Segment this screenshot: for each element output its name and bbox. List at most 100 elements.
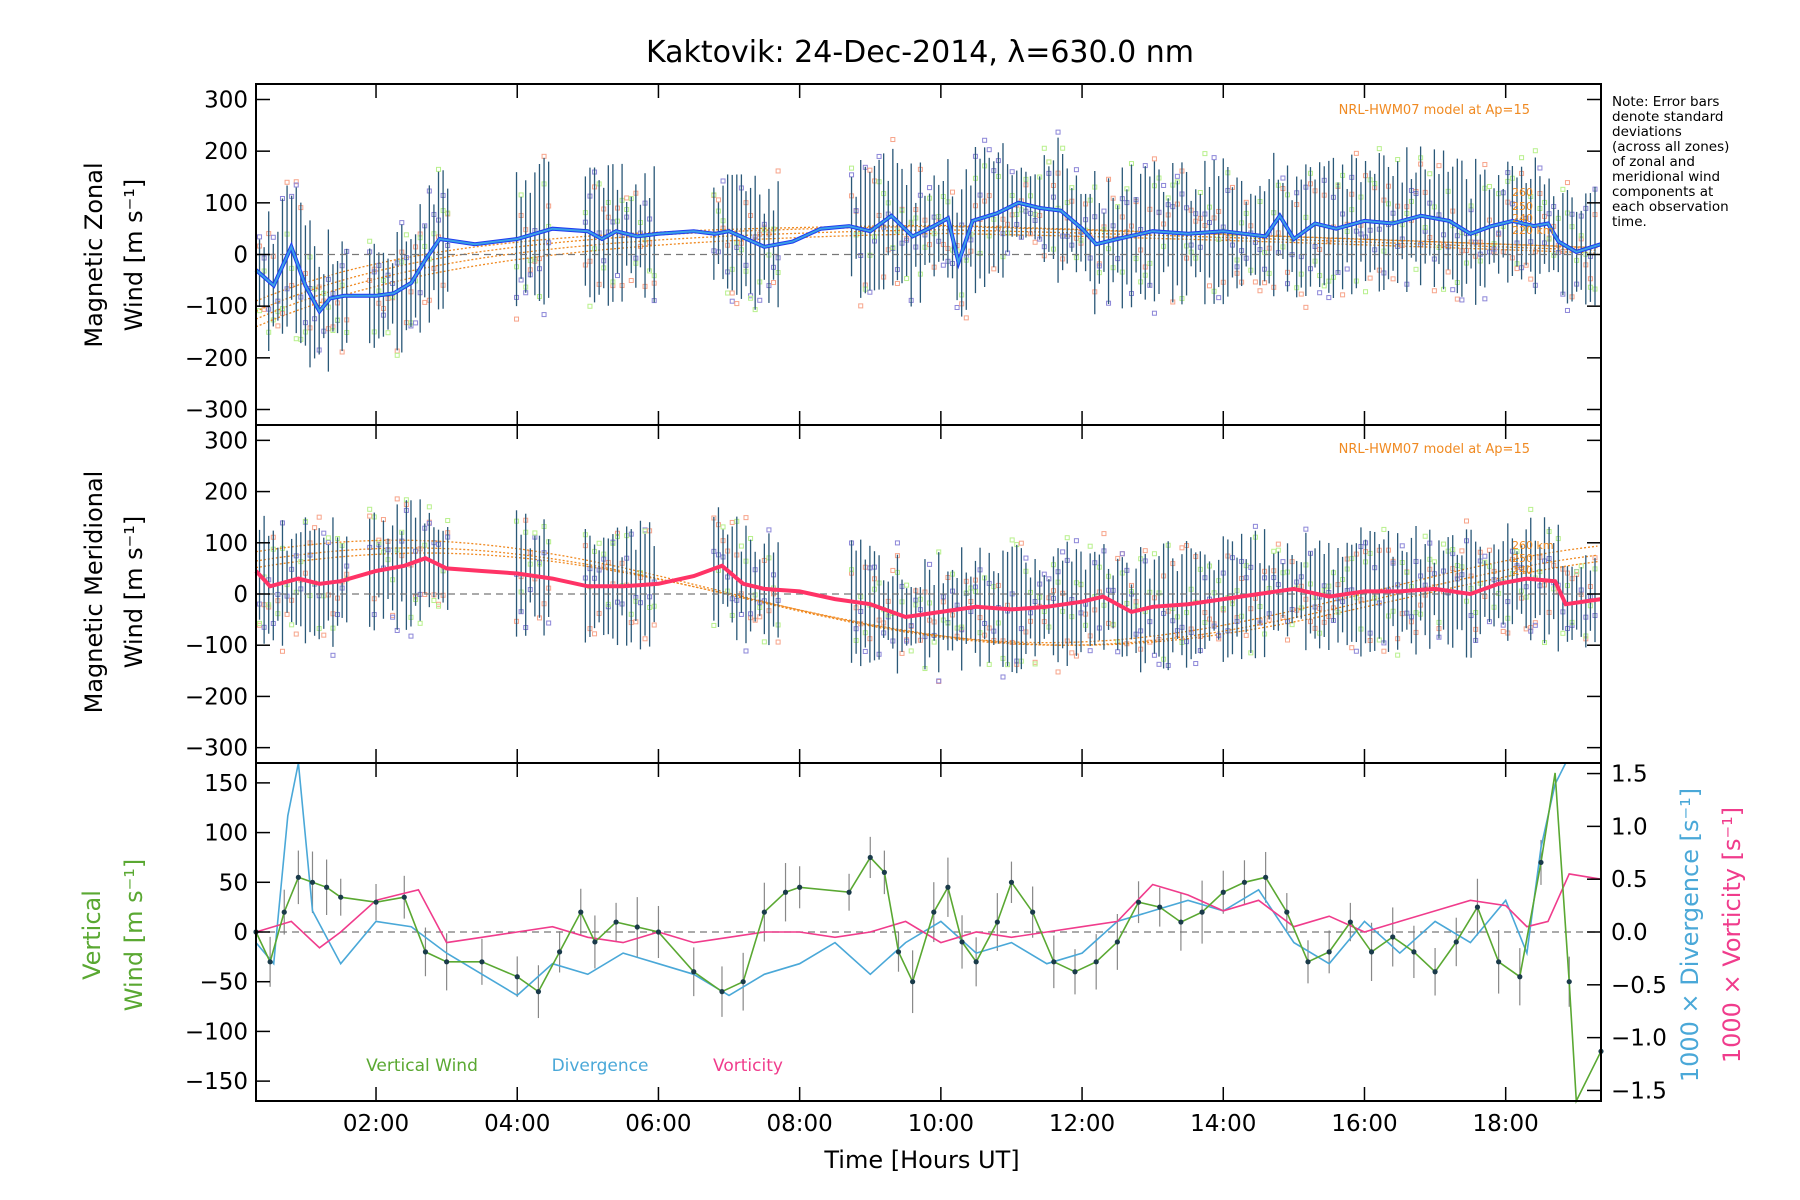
zone-point xyxy=(940,262,946,268)
zone-point xyxy=(1441,541,1447,547)
x-axis-label: Time [Hours UT] xyxy=(823,1146,1019,1174)
zone-point xyxy=(385,330,391,336)
meridional-ylabel-line1: Magnetic Meridional xyxy=(80,471,108,714)
zone-point xyxy=(1303,304,1309,310)
vertical-wind-point xyxy=(1390,934,1396,940)
model-curve xyxy=(255,552,1598,646)
y-tick-label: 100 xyxy=(204,821,248,847)
zone-point xyxy=(408,633,414,639)
zone-point xyxy=(1119,551,1125,557)
zone-point xyxy=(1459,297,1465,303)
zone-point xyxy=(284,611,290,617)
zone-point xyxy=(1087,648,1093,654)
y-tick-label: 100 xyxy=(204,531,248,557)
zone-point xyxy=(1032,661,1038,667)
zone-point xyxy=(1482,553,1488,559)
zone-point xyxy=(413,320,419,326)
zone-point xyxy=(738,611,744,617)
zone-point xyxy=(1243,632,1249,638)
zone-point xyxy=(1174,173,1180,179)
vertical-panel: Vertical Wind [m s⁻¹] 1000 × Divergence … xyxy=(78,762,1746,1105)
zone-point xyxy=(1564,180,1570,186)
zone-point xyxy=(1018,540,1024,546)
zone-point xyxy=(1073,538,1079,544)
vertical-wind-line xyxy=(255,772,1602,1105)
vertical-wind-point xyxy=(267,959,273,965)
vertical-wind-point xyxy=(719,989,725,995)
note-line: (across all zones) xyxy=(1612,139,1729,155)
vertical-wind-point xyxy=(1093,959,1099,965)
zone-point xyxy=(1087,543,1093,549)
vertical-wind-point xyxy=(1241,879,1248,885)
model-altitude-label: 260 km xyxy=(1512,539,1554,552)
vertical-wind-point xyxy=(1008,879,1015,885)
zone-point xyxy=(1399,543,1405,549)
zone-point xyxy=(1427,171,1433,177)
model-curve xyxy=(255,547,1598,646)
zone-point xyxy=(1151,551,1157,557)
zone-point xyxy=(894,540,900,546)
zone-point xyxy=(771,280,777,286)
zonal-ylabel-line2: Wind [m s⁻¹] xyxy=(120,179,148,331)
vertical-ylabel-line1: Vertical xyxy=(78,890,106,980)
zone-point xyxy=(1340,292,1346,298)
vertical-wind-point xyxy=(1517,974,1523,980)
x-tick-label: 10:00 xyxy=(908,1111,974,1137)
zone-point xyxy=(1000,674,1006,680)
zone-point xyxy=(325,540,331,546)
zone-point xyxy=(904,582,910,588)
zone-point xyxy=(279,648,285,654)
x-tick-label: 02:00 xyxy=(343,1111,409,1137)
zone-point xyxy=(1202,151,1208,157)
divergence-ylabel: 1000 × Divergence [s⁻¹] xyxy=(1676,788,1704,1082)
vertical-wind-point xyxy=(444,959,450,965)
vertical-ylabel-line2: Wind [m s⁻¹] xyxy=(120,859,148,1011)
zone-point xyxy=(1353,150,1359,156)
zone-point xyxy=(321,632,327,638)
y2-tick-label: −0.5 xyxy=(1611,973,1667,999)
zone-point xyxy=(321,530,327,536)
vertical-wind-point xyxy=(931,909,937,915)
x-tick-label: 08:00 xyxy=(766,1111,832,1137)
zone-point xyxy=(1289,622,1295,628)
zone-point xyxy=(858,303,864,309)
y2-tick-label: −1.0 xyxy=(1611,1026,1667,1052)
zone-point xyxy=(1151,652,1157,658)
vertical-wind-point xyxy=(1030,909,1036,915)
y2-tick-label: 1.0 xyxy=(1611,814,1648,840)
note-line: deviations xyxy=(1612,124,1682,140)
y-tick-label: 0 xyxy=(233,920,248,946)
zone-point xyxy=(936,678,942,684)
note-line: each observation xyxy=(1612,199,1729,215)
legend-divergence: Divergence xyxy=(552,1056,649,1076)
vertical-wind-point xyxy=(1199,909,1205,915)
model-altitude-label: 250 xyxy=(1512,552,1533,565)
vertical-wind-point xyxy=(634,924,640,930)
zone-point xyxy=(1436,163,1442,169)
model-altitude-label: 220 km xyxy=(1512,224,1554,237)
vertical-wind-point xyxy=(1284,909,1290,915)
vorticity-line xyxy=(255,873,1602,949)
zone-point xyxy=(1298,291,1304,297)
zone-point xyxy=(642,527,648,533)
zone-point xyxy=(963,315,969,321)
vertical-wind-point xyxy=(514,974,520,980)
zonal-wind-line-light xyxy=(255,201,1602,314)
zone-point xyxy=(1413,266,1419,272)
zone-point xyxy=(950,189,956,195)
zone-point xyxy=(1069,650,1075,656)
zone-point xyxy=(1009,537,1015,543)
zone-point xyxy=(720,524,726,530)
zone-point xyxy=(312,525,318,531)
zone-point xyxy=(743,515,749,521)
vertical-wind-point xyxy=(1135,899,1142,905)
y-tick-label: −300 xyxy=(185,398,248,424)
y-tick-label: −50 xyxy=(199,970,248,996)
zone-point xyxy=(1528,506,1534,512)
zone-point xyxy=(1060,549,1066,555)
zone-point xyxy=(1367,275,1373,281)
vertical-wind-point xyxy=(959,939,965,945)
zonal-ylabel-line1: Magnetic Zonal xyxy=(80,162,108,347)
y-tick-label: 0 xyxy=(233,243,248,269)
zone-point xyxy=(1179,545,1185,551)
